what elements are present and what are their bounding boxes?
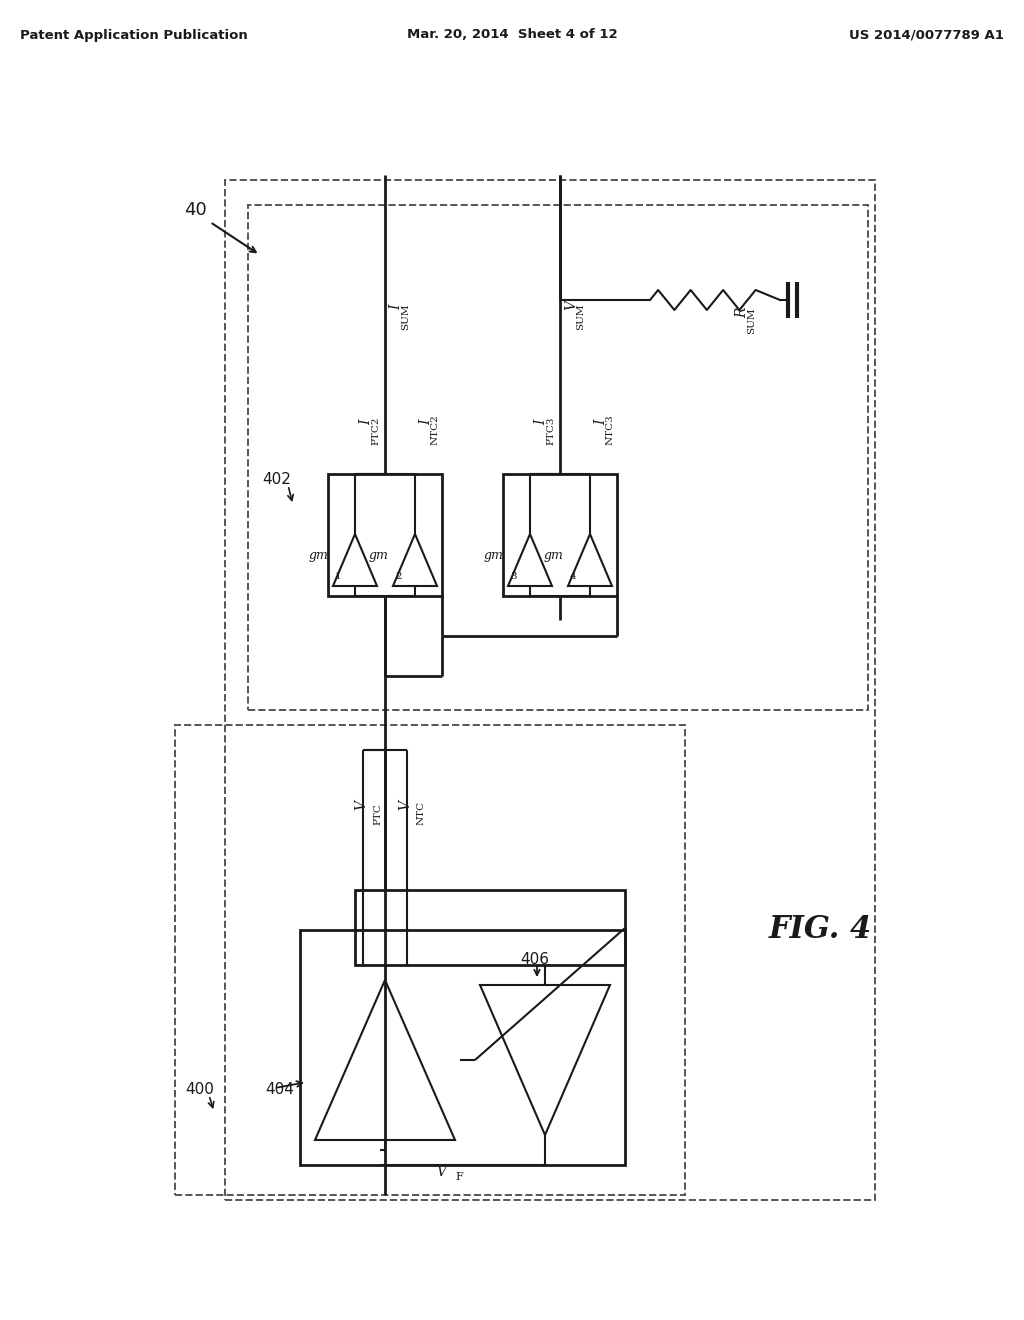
Bar [225,180,874,1200]
Text: SUM: SUM [575,304,585,330]
Text: SUM: SUM [746,308,756,334]
Text: R: R [735,308,749,318]
Text: gm: gm [308,549,328,562]
Text: FIG. 4: FIG. 4 [768,915,871,945]
Text: I: I [419,420,433,425]
Bar [248,205,868,710]
Text: I: I [389,305,403,310]
Bar [503,474,617,597]
Bar [175,725,685,1195]
Text: 400: 400 [185,1082,214,1097]
Text: NTC2: NTC2 [431,414,440,445]
Text: NTC3: NTC3 [606,414,615,445]
Text: PTC2: PTC2 [371,417,380,445]
Text: 3: 3 [510,572,517,581]
Text: Mar. 20, 2014  Sheet 4 of 12: Mar. 20, 2014 Sheet 4 of 12 [407,29,617,41]
Bar [328,474,442,597]
Text: I: I [534,420,548,425]
Text: Patent Application Publication: Patent Application Publication [20,29,248,41]
Text: US 2014/0077789 A1: US 2014/0077789 A1 [849,29,1004,41]
Text: gm: gm [543,549,563,562]
Text: NTC: NTC [417,801,426,825]
Text: F: F [455,1172,463,1181]
Text: V: V [564,300,578,310]
Text: 1: 1 [335,572,342,581]
Text: I: I [594,420,608,425]
Text: SUM: SUM [401,304,410,330]
Text: 406: 406 [520,953,549,968]
Text: 4: 4 [570,572,577,581]
Text: V: V [436,1166,446,1179]
Text: 2: 2 [395,572,401,581]
Text: V: V [354,800,368,810]
Text: 404: 404 [265,1082,294,1097]
Bar [300,931,625,1166]
Text: PTC3: PTC3 [546,417,555,445]
Text: 402: 402 [262,473,291,487]
Text: PTC: PTC [373,803,382,825]
Text: V: V [398,800,412,810]
Text: I: I [359,420,373,425]
Bar [355,890,625,965]
Text: 40: 40 [183,201,207,219]
Text: gm: gm [368,549,388,562]
Text: gm: gm [483,549,503,562]
